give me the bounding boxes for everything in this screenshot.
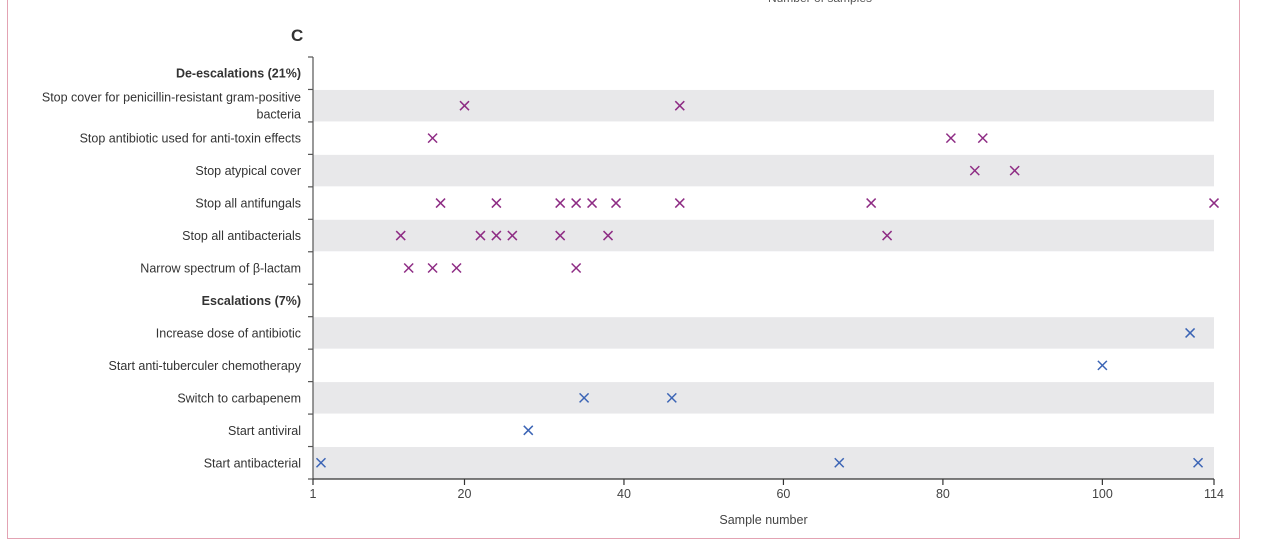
data-point-x-marker <box>491 198 502 209</box>
data-point-x-marker <box>587 198 598 209</box>
row-label: Stop cover for penicillin-resistant gram… <box>42 91 301 122</box>
row-bands <box>313 89 1214 479</box>
data-marks <box>315 100 1220 468</box>
row-label: Stop all antibacterials <box>182 229 301 243</box>
row-label: Stop all antifungals <box>195 197 301 211</box>
data-point-x-marker <box>674 100 685 111</box>
data-point-x-marker <box>579 392 590 403</box>
data-point-x-marker <box>459 100 470 111</box>
row-band <box>313 154 1214 187</box>
x-tick-label: 114 <box>1204 487 1224 501</box>
data-point-x-marker <box>610 198 622 209</box>
group-header-label: Escalations (7%) <box>202 294 301 308</box>
x-axis: 1 20 40 60 80 100 114 <box>310 478 1224 501</box>
panel-label: C <box>291 26 304 45</box>
y-axis <box>308 56 314 480</box>
x-tick-label: 80 <box>936 487 950 501</box>
data-point-x-marker <box>834 457 845 468</box>
data-point-x-marker <box>945 133 956 144</box>
row-label: Increase dose of antibiotic <box>156 326 301 340</box>
row-label: Start anti-tuberculer chemotherapy <box>109 359 302 373</box>
data-point-x-marker <box>977 133 988 144</box>
data-point-x-marker <box>1193 457 1204 468</box>
x-axis-label: Sample number <box>719 513 807 527</box>
data-point-x-marker <box>555 198 566 209</box>
x-tick-label: 100 <box>1092 487 1113 501</box>
figure-frame <box>7 0 1240 539</box>
data-point-x-marker <box>674 198 685 209</box>
data-point-x-marker <box>666 392 677 403</box>
data-point-x-marker <box>491 230 502 241</box>
data-point-x-marker <box>523 425 534 436</box>
data-point-x-marker <box>315 457 327 468</box>
data-point-x-marker <box>555 230 566 241</box>
data-point-x-marker <box>475 230 486 241</box>
group-header-label: De-escalations (21%) <box>176 67 301 81</box>
data-point-x-marker <box>571 262 582 274</box>
row-label: Stop atypical cover <box>195 164 301 178</box>
row-band <box>313 447 1214 479</box>
data-point-x-marker <box>969 165 980 176</box>
x-tick-label: 1 <box>310 487 317 501</box>
data-point-x-marker <box>507 230 518 241</box>
data-point-x-marker <box>1208 198 1220 209</box>
y-axis-labels: De-escalations (21%) Stop cover for penic… <box>42 67 302 471</box>
data-point-x-marker <box>1009 165 1020 176</box>
data-point-x-marker <box>435 198 446 209</box>
x-tick-label: 60 <box>776 487 790 501</box>
top-caption: Number of samples <box>640 0 1000 5</box>
row-band <box>313 219 1214 252</box>
row-band <box>313 317 1214 349</box>
data-point-x-marker <box>1097 360 1108 371</box>
data-point-x-marker <box>602 230 614 241</box>
row-label: Narrow spectrum of β-lactam <box>140 262 301 276</box>
x-tick-label: 40 <box>617 487 631 501</box>
row-band <box>313 89 1214 122</box>
row-label: Start antibacterial <box>204 456 301 470</box>
data-point-x-marker <box>451 262 462 274</box>
data-point-x-marker <box>571 198 582 209</box>
data-point-x-marker <box>1185 327 1196 338</box>
row-band <box>313 382 1214 414</box>
row-label: Switch to carbapenem <box>177 391 301 405</box>
data-point-x-marker <box>866 198 877 209</box>
row-label: Start antiviral <box>228 424 301 438</box>
data-point-x-marker <box>882 230 893 241</box>
data-point-x-marker <box>395 230 406 241</box>
row-label: Stop antibiotic used for anti-toxin effe… <box>80 132 301 146</box>
data-point-x-marker <box>427 133 438 144</box>
x-tick-label: 20 <box>458 487 472 501</box>
data-point-x-marker <box>403 262 414 274</box>
data-point-x-marker <box>427 262 438 274</box>
